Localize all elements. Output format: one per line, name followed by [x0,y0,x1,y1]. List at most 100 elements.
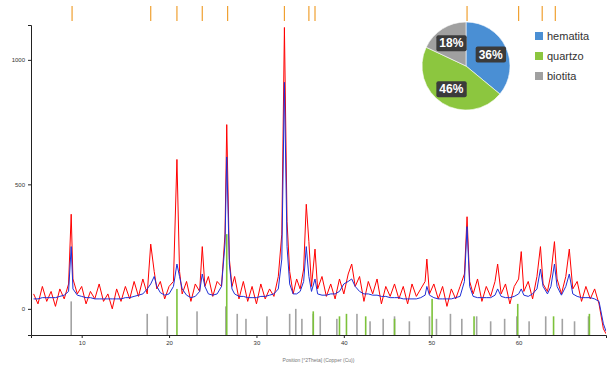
reference-stick [517,304,519,335]
axis-line [32,336,607,339]
reference-stick [339,316,341,335]
reference-peak [542,6,543,21]
reference-stick [312,311,314,335]
reference-stick [528,321,530,335]
data-label-group: 36% [476,47,506,63]
tick: 30 [254,335,261,346]
reference-stick [450,314,452,335]
reference-stick [356,314,358,335]
tick: 60 [516,335,523,346]
reference-stick [295,309,297,335]
legend-label: quartzo [547,50,584,62]
pie-chart: 36% 46% 18% [422,22,510,110]
tick: 500 [15,182,31,188]
stick-group [70,301,589,335]
chart-root: 0 500 1000 10 20 30 40 50 60 Position [°2Theta] (… [0,0,609,368]
tick: 40 [341,335,348,346]
reference-stick [461,319,463,335]
x-axis-title: Position [°2Theta] (Copper (Cu)) [283,357,355,363]
reference-stick [429,316,431,335]
reference-stick [382,319,384,335]
reference-stick [245,319,247,335]
legend-item: quartzo [535,50,584,62]
reference-stick [176,289,178,335]
data-label-box [436,35,466,51]
data-label: 36% [479,48,503,62]
reference-stick [336,319,338,335]
reference-ticks [72,6,555,21]
reference-stick [504,319,506,335]
reference-stick [346,314,348,335]
legend: hematita quartzo biotita [535,30,590,82]
reference-peak [308,6,309,21]
reference-peak [227,6,228,21]
reference-peak [150,6,151,21]
reference-stick [167,316,169,335]
legend-swatch [535,32,543,40]
reference-stick [476,316,478,335]
data-label-box [436,81,466,97]
reference-stick [589,314,591,335]
reference-stick [574,321,576,335]
data-line [34,82,606,331]
reference-stick [196,311,198,335]
chart-svg: 0 500 1000 10 20 30 40 50 60 Position [°2Theta] (… [0,0,609,368]
tick-mark [82,335,83,338]
reference-stick [365,316,367,335]
tick: 1000 [12,57,31,63]
x-axis: 10 20 30 40 50 60 [32,335,607,346]
data-label-group: 18% [436,35,466,51]
reference-stick [394,319,396,335]
y-axis: 0 500 1000 [12,26,32,336]
tick-label: 20 [166,340,173,346]
legend-item: biotita [535,70,577,82]
reference-stick [394,316,396,335]
axis-line [28,26,32,336]
reference-stick [490,321,492,335]
data-line [34,27,606,333]
tick-label: 500 [15,182,26,188]
reference-stick [431,299,433,335]
data-label-box [476,47,506,63]
reference-stick [301,319,303,335]
reference-stick [70,301,72,335]
tick: 20 [166,335,173,346]
reference-stick [146,314,148,335]
legend-item: hematita [535,30,590,42]
tick-label: 50 [428,340,435,346]
data-label: 18% [439,36,463,50]
reference-stick [369,321,371,335]
reference-peak [518,6,519,21]
reference-stick [473,316,475,335]
reference-stick [436,319,438,335]
pie-slice [426,22,466,66]
tick-mark [344,335,345,338]
legend-label: hematita [547,30,590,42]
tick: 0 [22,306,31,312]
stick-group [176,234,590,335]
reference-peak [284,6,285,21]
reference-peak [466,6,467,21]
tick-label: 10 [79,340,86,346]
reference-peak [555,6,556,21]
reference-stick [266,316,268,335]
tick: 50 [428,335,435,346]
legend-swatch [535,72,543,80]
tick-label: 60 [516,340,523,346]
legend-swatch [535,52,543,60]
reference-stick [236,314,238,335]
tick-mark [28,184,31,185]
data-label: 46% [439,82,463,96]
legend-label: biotita [547,70,577,82]
reference-stick [553,316,555,335]
tick-mark [28,60,31,61]
reference-peak [314,6,315,21]
data-label-group: 46% [436,81,466,97]
tick-label: 40 [341,340,348,346]
reference-peak [176,6,177,21]
reference-stick [545,316,547,335]
tick-mark [431,335,432,338]
tick-mark [256,335,257,338]
reference-peak [71,6,72,21]
tick-mark [28,309,31,310]
